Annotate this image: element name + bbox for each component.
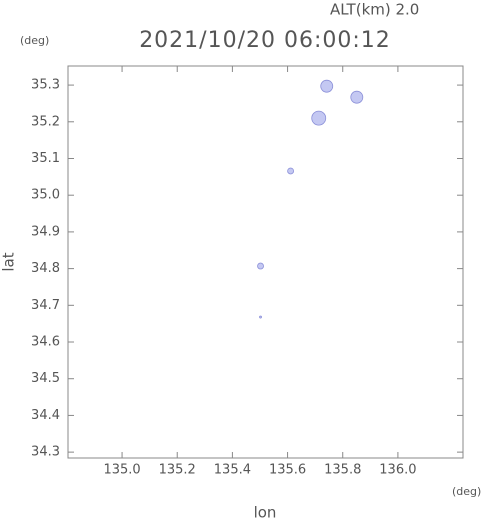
radar-echo	[257, 262, 264, 270]
subtitle: ALT(km) 2.0	[330, 1, 419, 19]
y-tick-label: 34.3	[31, 445, 60, 460]
y-axis-label: lat	[0, 252, 18, 271]
radar-echo	[287, 167, 295, 175]
chart-title: 2021/10/20 06:00:12	[139, 28, 391, 53]
x-axis-label: lon	[254, 504, 277, 521]
radar-echo	[311, 110, 327, 126]
y-tick-label: 34.8	[31, 261, 60, 276]
y-tick-label: 35.1	[31, 151, 60, 166]
y-unit: (deg)	[20, 34, 49, 47]
y-tick-label: 34.9	[31, 224, 60, 239]
x-tick-label: 136.0	[379, 463, 416, 478]
y-tick-label: 35.0	[31, 188, 60, 203]
plot-frame	[67, 65, 464, 459]
y-tick-label: 34.4	[31, 408, 60, 423]
x-tick-label: 135.0	[103, 463, 140, 478]
radar-echo	[259, 315, 262, 319]
y-tick-label: 34.7	[31, 298, 60, 313]
x-unit: (deg)	[452, 485, 481, 498]
y-tick-label: 35.3	[31, 78, 60, 93]
y-tick-label: 35.2	[31, 114, 60, 129]
x-tick-label: 135.6	[269, 463, 306, 478]
y-tick-label: 34.5	[31, 371, 60, 386]
x-tick-label: 135.2	[159, 463, 196, 478]
y-tick-label: 34.6	[31, 335, 60, 350]
x-tick-label: 135.8	[324, 463, 361, 478]
radar-echo	[320, 79, 334, 93]
x-tick-label: 135.4	[214, 463, 251, 478]
radar-echo	[350, 90, 364, 104]
